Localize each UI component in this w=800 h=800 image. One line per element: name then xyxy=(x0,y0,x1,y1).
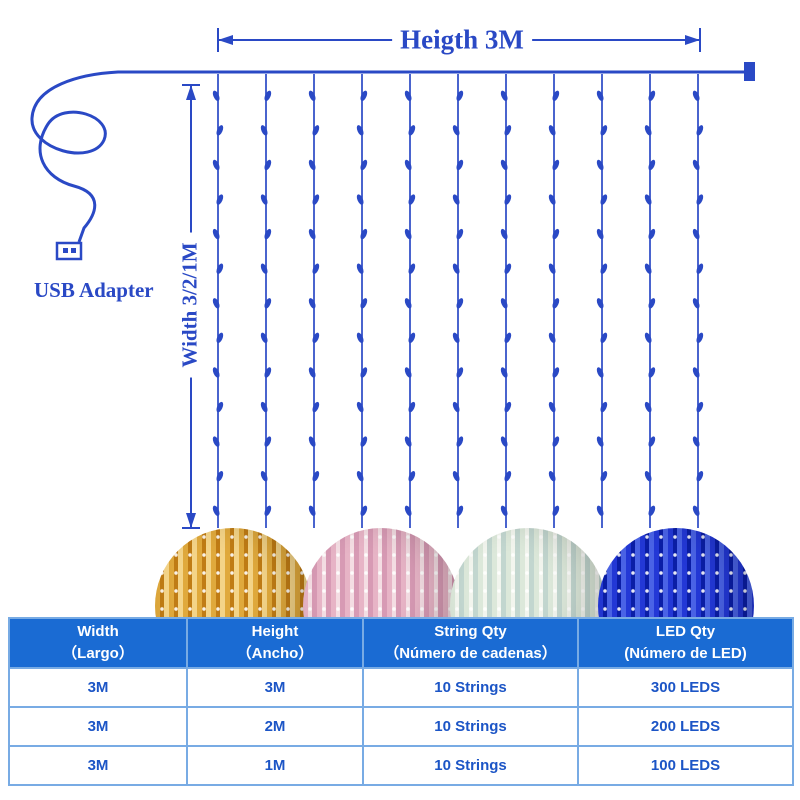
height-dimension-label: Heigth 3M xyxy=(392,24,532,56)
cell-height: 3M xyxy=(186,667,364,708)
table-row: 3M 1M 10 Strings 100 LEDS xyxy=(8,745,794,786)
cell-string-qty: 10 Strings xyxy=(362,667,579,708)
curtain-diagram xyxy=(30,28,755,529)
table-row: 3M 3M 10 Strings 300 LEDS xyxy=(8,667,794,708)
col-header-height-es: （Ancho） xyxy=(236,645,314,662)
cell-led-qty: 200 LEDS xyxy=(577,706,794,747)
col-header-led-qty: LED Qty (Número de LED) xyxy=(577,617,794,669)
cell-string-qty: 10 Strings xyxy=(362,745,579,786)
col-header-height-en: Height xyxy=(251,623,299,641)
width-dimension-label: Width 3/2/1M xyxy=(177,232,203,378)
col-header-width: Width （Largo） xyxy=(8,617,188,669)
col-header-led-qty-es: (Número de LED) xyxy=(624,645,747,662)
cell-string-qty: 10 Strings xyxy=(362,706,579,747)
col-header-led-qty-en: LED Qty xyxy=(655,623,716,641)
power-wire xyxy=(30,70,748,243)
col-header-string-qty-en: String Qty xyxy=(434,623,507,641)
cell-led-qty: 300 LEDS xyxy=(577,667,794,708)
cell-height: 2M xyxy=(186,706,364,747)
cell-width: 3M xyxy=(8,745,188,786)
col-header-width-es: （Largo） xyxy=(62,645,134,662)
col-header-string-qty: String Qty （Número de cadenas） xyxy=(362,617,579,669)
spec-table-header-row: Width （Largo） Height （Ancho） String Qty … xyxy=(8,617,794,669)
cell-width: 3M xyxy=(8,706,188,747)
cell-height: 1M xyxy=(186,745,364,786)
wire-end-plug-icon xyxy=(744,62,755,81)
spec-table: Width （Largo） Height （Ancho） String Qty … xyxy=(8,617,794,786)
curtain-strings xyxy=(212,74,704,528)
cell-width: 3M xyxy=(8,667,188,708)
table-row: 3M 2M 10 Strings 200 LEDS xyxy=(8,706,794,747)
col-header-width-en: Width xyxy=(77,623,119,641)
usb-plug-icon xyxy=(55,241,83,261)
cell-led-qty: 100 LEDS xyxy=(577,745,794,786)
usb-adapter-label: USB Adapter xyxy=(34,278,154,302)
col-header-string-qty-es: （Número de cadenas） xyxy=(384,645,557,662)
col-header-height: Height （Ancho） xyxy=(186,617,364,669)
